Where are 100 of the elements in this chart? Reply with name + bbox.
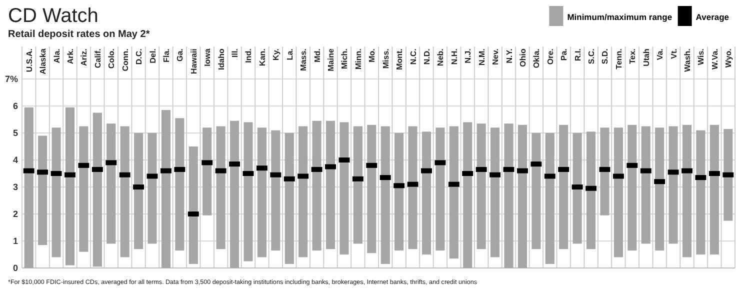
bar (422, 132, 432, 254)
bar (436, 128, 445, 250)
y-tick-label: 4 (12, 155, 18, 166)
x-tick-label: D.C. (134, 48, 144, 65)
bar (65, 107, 75, 266)
x-tick-label: Neb. (436, 48, 446, 66)
bar (559, 124, 568, 250)
bar (614, 128, 623, 258)
x-tick-label: Tex. (628, 48, 638, 64)
bar (92, 112, 102, 267)
bar (394, 133, 404, 250)
x-tick-label: Calif. (93, 48, 102, 68)
y-tick-label: 2 (12, 209, 18, 220)
x-tick-label: W.Va. (710, 48, 720, 70)
x-tick-label: Minn. (354, 48, 363, 70)
bar (449, 126, 458, 259)
bar (284, 133, 294, 264)
bar (175, 118, 184, 250)
x-tick-label: Maine (326, 48, 336, 72)
bar (120, 126, 130, 258)
bar (408, 126, 418, 250)
bar (641, 126, 650, 244)
bar (476, 124, 486, 250)
bar (298, 126, 308, 258)
x-tick-label: Mass. (299, 48, 308, 71)
x-tick-label: Wis. (696, 48, 706, 65)
bar (257, 128, 266, 258)
bar (682, 124, 692, 258)
y-tick-label: 7% (4, 74, 18, 84)
x-tick-label: N.D. (422, 48, 432, 65)
bar (52, 128, 61, 258)
bar (106, 124, 116, 244)
x-tick-label: Fla. (162, 48, 171, 62)
bar (655, 128, 664, 250)
x-tick-label: Wash. (683, 48, 692, 72)
x-tick-label: Ky. (272, 48, 281, 60)
bar (230, 120, 240, 268)
y-tick-label: 6 (12, 101, 18, 112)
x-tick-label: Kan. (258, 48, 267, 66)
x-tick-label: N.J. (464, 48, 473, 64)
bar (244, 122, 253, 262)
x-tick-label: Tenn. (614, 48, 624, 70)
legend-label: Average (696, 12, 730, 22)
x-tick-label: Idaho (216, 48, 226, 70)
bar (545, 133, 554, 264)
bar (724, 128, 733, 221)
x-tick-label: Okla. (532, 48, 542, 68)
bar (188, 146, 198, 264)
y-tick-label: 3 (12, 182, 18, 192)
y-tick-label: 1 (12, 236, 18, 246)
x-tick-label: S.C. (587, 48, 596, 64)
bar (518, 124, 527, 268)
bar (668, 126, 678, 244)
bar (463, 122, 472, 268)
x-tick-label: Mich. (340, 48, 350, 70)
x-tick-label: Md. (312, 48, 322, 62)
bar (148, 133, 157, 244)
y-tick-label: 5 (12, 128, 18, 138)
bar (532, 133, 541, 250)
x-tick-label: Alaska (38, 48, 48, 74)
bar (202, 128, 212, 216)
x-tick-label: Iowa (203, 48, 212, 66)
x-tick-label: R.I. (573, 48, 582, 62)
x-tick-label: Mo. (368, 48, 377, 62)
x-tick-label: Conn. (120, 48, 130, 72)
x-tick-label: Colo. (107, 48, 116, 69)
x-tick-label: Ark. (66, 48, 75, 64)
bar (326, 120, 336, 250)
x-tick-label: La. (285, 48, 294, 60)
x-tick-label: Miss. (381, 48, 390, 69)
bar (367, 124, 376, 254)
bar (380, 126, 390, 264)
bar (134, 133, 144, 250)
x-tick-label: Vt. (669, 48, 678, 59)
x-tick-label: N.M. (477, 48, 486, 66)
x-tick-label: U.S.A. (24, 48, 34, 72)
bar (38, 136, 48, 246)
x-tick-label: Utah (642, 48, 651, 66)
bar (628, 124, 637, 250)
bar (340, 122, 349, 254)
x-tick-label: Ga. (176, 48, 185, 62)
x-tick-label: Va. (656, 48, 665, 60)
chart-subtitle: Retail deposit rates on May 2* (8, 29, 150, 40)
bar (710, 124, 719, 254)
chart-title: CD Watch (8, 5, 98, 27)
x-tick-label: Del. (148, 48, 158, 64)
bar (24, 107, 34, 268)
bar (504, 124, 514, 268)
x-tick-label: Mont. (395, 48, 404, 70)
x-tick-label: Ill. (230, 48, 240, 58)
x-tick-label: S.D. (600, 48, 610, 64)
x-tick-label: Nev. (491, 48, 500, 65)
x-tick-label: Pa. (560, 48, 569, 61)
bar (600, 128, 610, 216)
bar (490, 128, 500, 258)
x-tick-label: Hawaii (189, 48, 198, 74)
bar (216, 126, 226, 250)
bar (353, 126, 362, 244)
bar (696, 130, 706, 254)
x-tick-label: Ind. (244, 48, 254, 63)
